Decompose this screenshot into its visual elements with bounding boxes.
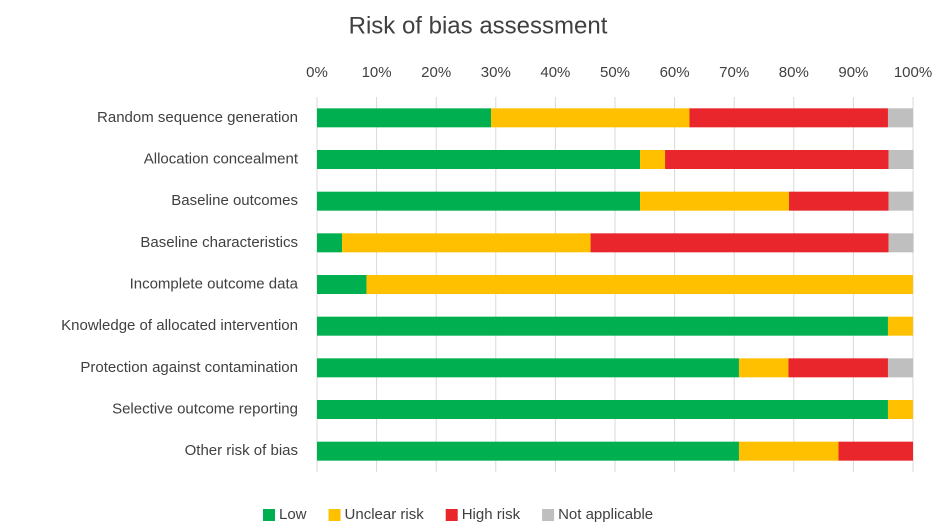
legend-label: Low <box>279 506 307 523</box>
bar-segment <box>640 191 790 211</box>
y-tick-label: Random sequence generation <box>97 109 298 126</box>
x-tick-label: 20% <box>421 64 451 81</box>
bar-segment <box>788 358 888 378</box>
bar-segment <box>491 108 690 128</box>
y-tick-label: Other risk of bias <box>185 442 298 459</box>
bar-segment <box>887 358 913 378</box>
bar-segment <box>590 233 889 253</box>
y-tick-label: Incomplete outcome data <box>130 275 299 292</box>
y-tick-label: Selective outcome reporting <box>112 400 298 417</box>
x-tick-label: 60% <box>660 64 690 81</box>
bar-segment <box>789 191 889 211</box>
bar-segment <box>888 150 914 169</box>
bar-segment <box>738 358 789 378</box>
y-tick-label: Allocation concealment <box>144 150 299 167</box>
x-tick-label: 10% <box>362 64 392 81</box>
bar-segment <box>317 400 888 419</box>
bar-segment <box>317 441 739 461</box>
bar-segment <box>887 400 913 419</box>
bar-segment <box>689 108 888 128</box>
bar-segment <box>317 191 641 211</box>
legend-swatch <box>542 509 555 521</box>
bar-segment <box>317 108 492 128</box>
bar-segment <box>317 316 888 336</box>
bar-segment <box>888 191 914 211</box>
bar-segment <box>342 233 591 253</box>
bar-segment <box>640 150 666 169</box>
bar-segment <box>366 275 913 294</box>
bar-segment <box>317 150 641 169</box>
bar-segment <box>838 441 913 461</box>
legend-label: High risk <box>462 506 521 523</box>
bar-segment <box>317 233 343 253</box>
bar-segment <box>888 233 914 253</box>
y-tick-label: Baseline characteristics <box>140 234 298 251</box>
legend-swatch <box>328 509 341 521</box>
bar-segment <box>887 316 913 336</box>
y-tick-label: Knowledge of allocated intervention <box>61 317 298 334</box>
bar-segment <box>887 108 913 128</box>
bar-segment <box>317 358 739 378</box>
legend-label: Unclear risk <box>345 506 425 523</box>
x-tick-label: 80% <box>779 64 809 81</box>
x-tick-label: 50% <box>600 64 630 81</box>
bar-segment <box>665 150 889 169</box>
legend-swatch <box>263 509 275 521</box>
bar-segment <box>317 275 367 294</box>
y-tick-label: Protection against contamination <box>80 359 298 376</box>
x-tick-label: 0% <box>306 64 328 81</box>
x-tick-label: 100% <box>894 64 932 81</box>
x-tick-label: 70% <box>719 64 749 81</box>
x-tick-label: 30% <box>481 64 511 81</box>
legend-swatch <box>445 509 458 521</box>
chart-title: Risk of bias assessment <box>349 12 608 39</box>
x-tick-label: 90% <box>838 64 868 81</box>
y-tick-label: Baseline outcomes <box>171 192 298 209</box>
bar-segment <box>738 441 839 461</box>
legend-label: Not applicable <box>558 506 653 523</box>
x-tick-label: 40% <box>540 64 570 81</box>
